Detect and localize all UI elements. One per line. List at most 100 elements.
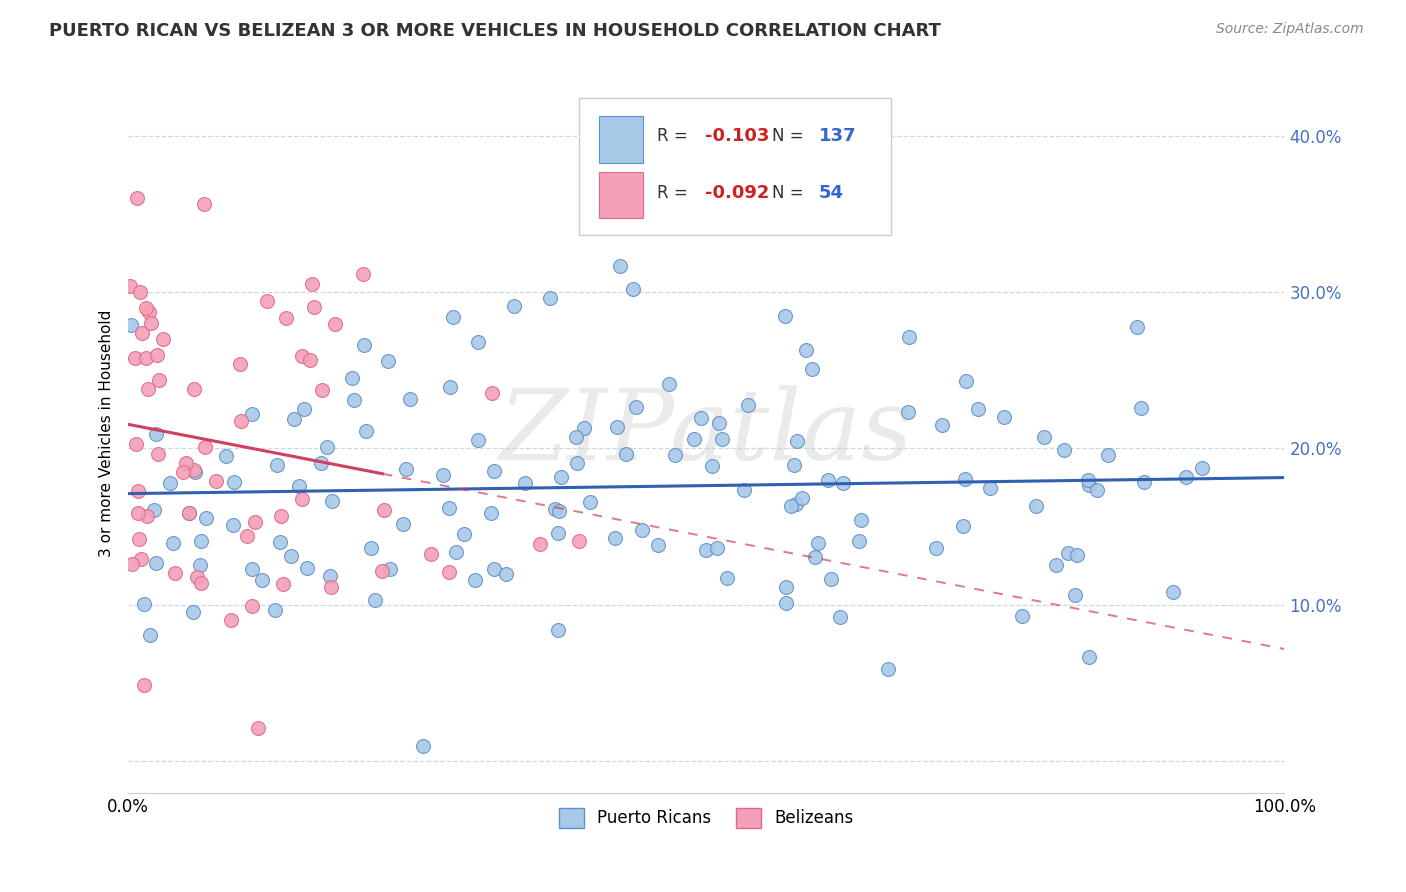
Point (377, 353, 399, 368)
Point (128, 532, 150, 546)
Point (437, 501, 460, 516)
Point (352, 267, 374, 281)
Point (319, 569, 342, 583)
Point (453, 527, 475, 541)
Point (132, 597, 155, 611)
Point (710, 432, 733, 446)
Point (146, 348, 169, 362)
Point (437, 565, 460, 579)
Point (195, 510, 218, 524)
FancyBboxPatch shape (599, 116, 643, 163)
Point (785, 497, 807, 511)
Text: R =: R = (657, 184, 688, 202)
Point (292, 401, 315, 416)
Point (360, 541, 382, 556)
Text: R =: R = (657, 127, 688, 145)
Point (547, 525, 569, 540)
Point (240, 562, 263, 576)
Point (897, 405, 920, 419)
Point (464, 573, 486, 587)
Point (354, 424, 377, 438)
Point (243, 515, 266, 529)
Point (1161, 585, 1184, 599)
Point (139, 628, 162, 642)
Point (186, 570, 208, 584)
Point (221, 517, 243, 532)
Point (141, 316, 163, 330)
Point (135, 351, 157, 365)
Point (146, 447, 169, 461)
Point (801, 362, 824, 376)
Point (142, 502, 165, 516)
Point (138, 304, 160, 318)
Point (1097, 448, 1119, 462)
Point (165, 566, 187, 581)
Point (1133, 475, 1156, 490)
Point (877, 662, 900, 676)
Point (567, 534, 589, 549)
Point (371, 564, 394, 578)
Text: N =: N = (772, 127, 804, 145)
Point (700, 459, 723, 474)
Point (271, 577, 294, 591)
Point (131, 326, 153, 341)
Point (898, 330, 921, 344)
Point (420, 548, 443, 562)
Point (270, 509, 292, 524)
Y-axis label: 3 or more Vehicles in Household: 3 or more Vehicles in Household (100, 310, 114, 557)
Text: ZIPatlas: ZIPatlas (499, 385, 914, 481)
Point (215, 450, 238, 464)
Point (309, 456, 332, 470)
Point (183, 462, 205, 476)
Point (280, 549, 302, 563)
Point (467, 334, 489, 349)
Point (1191, 461, 1213, 475)
Legend: Puerto Ricans, Belizeans: Puerto Ricans, Belizeans (553, 801, 860, 835)
Point (240, 599, 263, 614)
Point (572, 421, 595, 435)
Point (786, 434, 808, 449)
Point (291, 491, 314, 506)
Point (1032, 429, 1054, 443)
Point (263, 603, 285, 617)
Point (467, 433, 489, 447)
Point (1129, 401, 1152, 416)
Point (733, 483, 755, 497)
Point (247, 721, 270, 735)
Point (323, 317, 346, 331)
Text: 137: 137 (818, 127, 856, 145)
Point (1077, 473, 1099, 487)
Point (565, 457, 588, 471)
Point (145, 556, 167, 570)
Point (132, 678, 155, 692)
Point (695, 543, 717, 558)
Point (955, 472, 977, 486)
Point (807, 535, 830, 549)
Point (993, 409, 1015, 424)
Point (120, 318, 142, 332)
Point (229, 414, 252, 428)
Point (1077, 650, 1099, 665)
Point (340, 371, 363, 385)
Point (125, 437, 148, 451)
Point (159, 475, 181, 490)
Point (353, 338, 375, 352)
Point (967, 402, 990, 417)
Point (848, 534, 870, 549)
Point (188, 558, 211, 573)
Point (190, 576, 212, 591)
Point (931, 418, 953, 433)
Point (779, 499, 801, 513)
Point (432, 468, 454, 483)
Point (129, 551, 152, 566)
Point (623, 282, 645, 296)
Point (190, 534, 212, 549)
Point (482, 562, 505, 576)
Point (127, 484, 149, 499)
Point (1175, 470, 1198, 484)
Point (614, 447, 637, 461)
Point (444, 544, 467, 558)
Point (979, 481, 1001, 495)
FancyBboxPatch shape (599, 171, 643, 219)
Point (266, 458, 288, 473)
